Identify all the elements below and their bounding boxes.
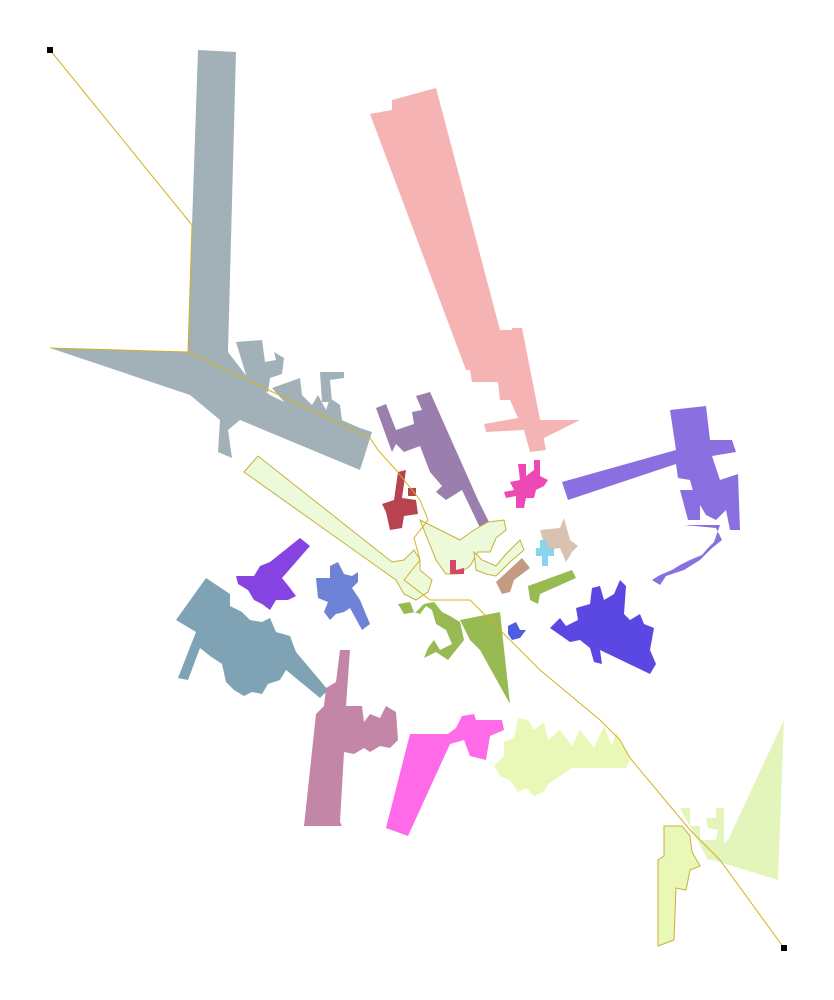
shape-salmon bbox=[370, 88, 580, 452]
shape-purple bbox=[236, 538, 310, 610]
shape-lime-pale bbox=[494, 718, 630, 796]
shape-tan bbox=[540, 518, 578, 562]
shape-olive-green bbox=[398, 602, 510, 704]
shape-indigo bbox=[550, 580, 656, 674]
shape-steel-teal bbox=[176, 578, 328, 698]
shape-pale-green-bar bbox=[243, 455, 525, 601]
shape-crimson-small bbox=[450, 560, 464, 574]
shape-sky bbox=[536, 540, 554, 566]
shape-mauve bbox=[376, 392, 492, 532]
shape-cornflower bbox=[316, 562, 370, 630]
shape-blue-small bbox=[508, 622, 526, 640]
shape-hot-pink bbox=[386, 714, 504, 836]
shape-olive-green-small bbox=[528, 570, 576, 604]
path-route bbox=[49, 49, 785, 949]
shape-violet bbox=[562, 406, 740, 585]
shape-mint-pale bbox=[680, 720, 784, 880]
start-endpoint bbox=[47, 47, 53, 53]
shape-outlined-bottom-right bbox=[657, 825, 701, 947]
end-endpoint bbox=[781, 945, 787, 951]
shape-gray-blue bbox=[50, 50, 372, 470]
shape-red bbox=[382, 470, 418, 530]
shape-brown bbox=[496, 558, 530, 594]
shape-dusty-rose bbox=[304, 650, 398, 826]
shape-magenta-pink bbox=[504, 460, 548, 508]
